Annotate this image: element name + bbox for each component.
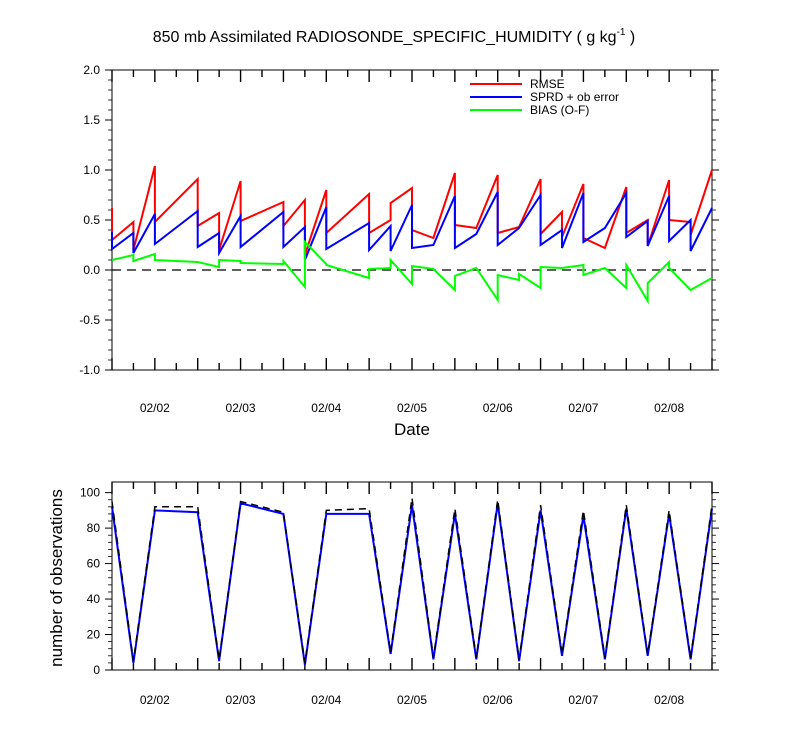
- x-date-label: 02/07: [568, 401, 598, 415]
- x-date-label: 02/08: [654, 693, 684, 707]
- y-tick-label: 20: [87, 628, 101, 642]
- x-axis-label: Date: [394, 420, 430, 439]
- y-tick-label: 0: [93, 663, 100, 677]
- y-axis-label-observations: number of observations: [47, 489, 66, 667]
- bottom-panel-axes: 0 20 40 60 80 100 02/02 02/03 02/04 02/05 02/06 02/…: [80, 481, 719, 707]
- top-panel-series: [111, 165, 713, 305]
- y-tick-label: 0.0: [83, 263, 100, 277]
- x-date-label: 02/04: [311, 401, 341, 415]
- bottom-panel-series: [111, 497, 713, 665]
- x-date-label: 02/08: [654, 401, 684, 415]
- legend-label: BIAS (O-F): [530, 103, 589, 117]
- x-date-label: 02/06: [483, 401, 513, 415]
- y-tick-label: 60: [87, 557, 101, 571]
- x-date-label: 02/03: [226, 693, 256, 707]
- chart-title: 850 mb Assimilated RADIOSONDE_SPECIFIC_H…: [153, 27, 636, 46]
- series-line-bias-o-f: [111, 239, 713, 305]
- y-tick-label: 1.5: [83, 113, 100, 127]
- x-date-label: 02/03: [226, 401, 256, 415]
- y-tick-label: 1.0: [83, 163, 100, 177]
- x-date-label: 02/02: [140, 401, 170, 415]
- x-date-label: 02/05: [397, 693, 427, 707]
- y-tick-label: 80: [87, 521, 101, 535]
- series-line-observations-possible: [111, 497, 713, 664]
- x-date-label: 02/02: [140, 693, 170, 707]
- x-date-label: 02/07: [568, 693, 598, 707]
- series-line-sprd-ob-error: [111, 189, 713, 261]
- x-date-label: 02/05: [397, 401, 427, 415]
- legend-label: SPRD + ob error: [530, 90, 619, 104]
- y-tick-label: 100: [80, 486, 100, 500]
- y-tick-label: 2.0: [83, 63, 100, 77]
- y-tick-label: -1.0: [79, 363, 100, 377]
- legend-label: RMSE: [530, 77, 565, 91]
- x-date-label: 02/06: [483, 693, 513, 707]
- y-tick-label: 40: [87, 592, 101, 606]
- y-tick-label: 0.5: [83, 213, 100, 227]
- y-tick-label: -0.5: [79, 313, 100, 327]
- series-line-observations-assimilated: [111, 502, 713, 665]
- top-panel-axes: -1.0 -0.5 0.0 0.5 1.0 1.5 2.0 02/02 02/03 02/04 02…: [79, 63, 719, 415]
- x-date-label: 02/04: [311, 693, 341, 707]
